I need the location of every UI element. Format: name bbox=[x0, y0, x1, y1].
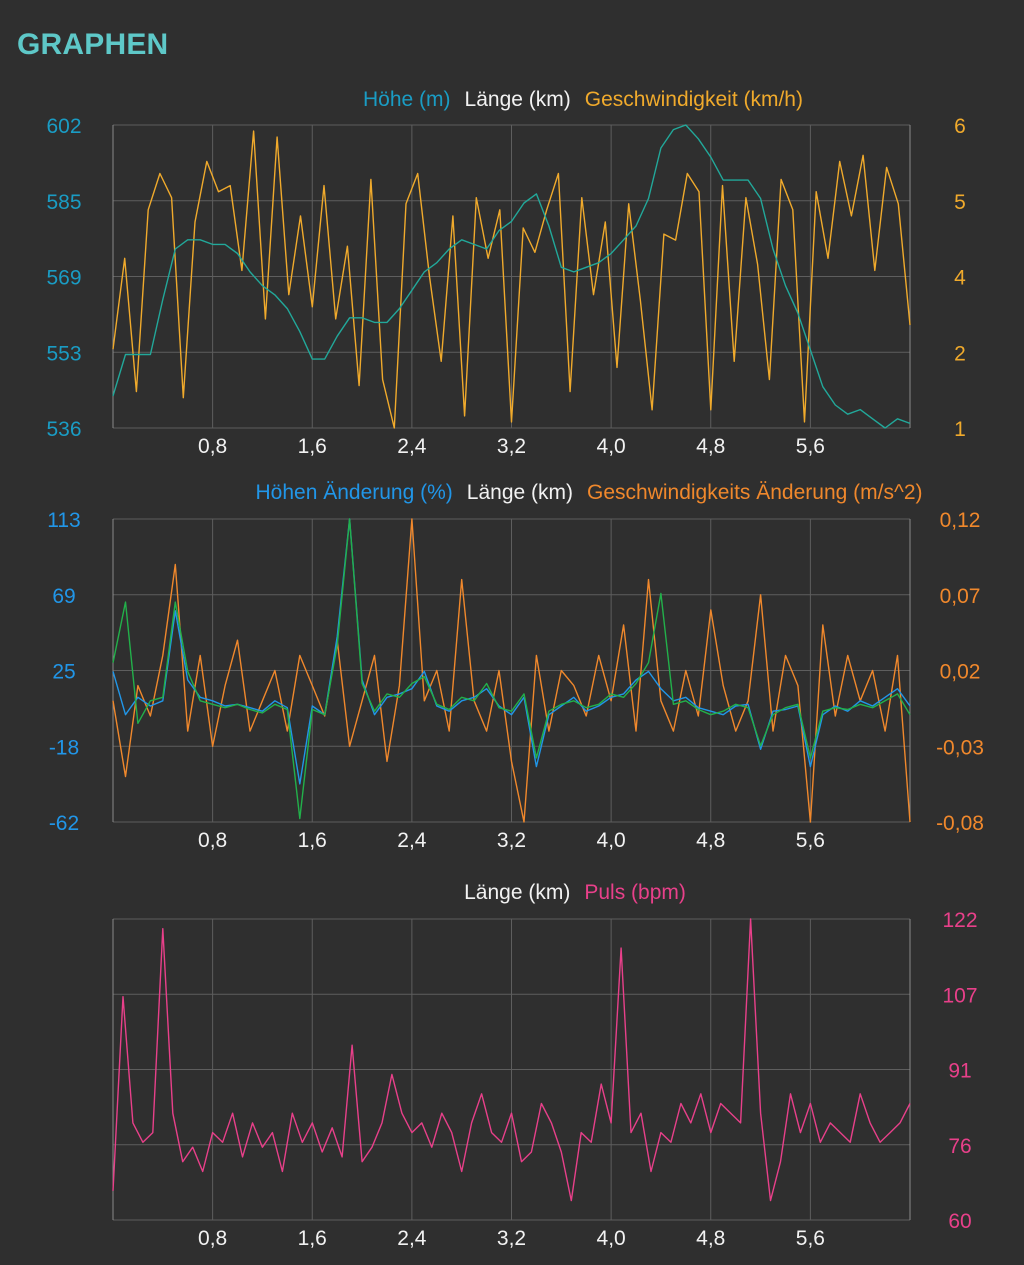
series-line-höhe bbox=[112, 124, 911, 429]
x-tick-label: 1,6 bbox=[298, 829, 327, 852]
x-tick-label: 1,6 bbox=[298, 1227, 327, 1250]
right-y-tick-label: 6 bbox=[954, 115, 966, 138]
x-tick-label: 3,2 bbox=[497, 1227, 526, 1250]
left-y-tick-label: 25 bbox=[52, 661, 75, 684]
legend-item: Länge (km) bbox=[464, 881, 570, 904]
x-tick-label: 5,6 bbox=[796, 1227, 825, 1250]
right-y-tick-label: 60 bbox=[948, 1210, 971, 1233]
left-y-tick-label: -18 bbox=[49, 736, 79, 759]
series-line-geschwindigkeit bbox=[112, 130, 911, 429]
right-y-tick-label: -0,03 bbox=[936, 736, 984, 759]
legend-item: Puls (bpm) bbox=[584, 881, 686, 904]
x-tick-label: 0,8 bbox=[198, 435, 227, 458]
right-y-tick-label: 91 bbox=[948, 1060, 971, 1083]
legend-item: Länge (km) bbox=[467, 481, 573, 504]
x-tick-label: 2,4 bbox=[397, 829, 427, 852]
legend-item: Höhen Änderung (%) bbox=[255, 481, 452, 504]
left-y-tick-label: 585 bbox=[46, 191, 81, 214]
right-y-tick-label: 2 bbox=[954, 342, 966, 365]
x-tick-label: 1,6 bbox=[298, 435, 327, 458]
legend: Höhe (m) Länge (km) Geschwindigkeit (km/h) bbox=[363, 88, 803, 111]
chart-3: Länge (km) Puls (bpm) 0,8 1,6 2,4 3,2 4,0 4,8 5,… bbox=[112, 881, 978, 1250]
left-y-tick-label: 602 bbox=[46, 115, 81, 138]
chart-2: Höhen Änderung (%) Länge (km) Geschwindigk… bbox=[47, 481, 984, 852]
x-tick-label: 0,8 bbox=[198, 829, 227, 852]
legend-item: Geschwindigkeits Änderung (m/s^2) bbox=[587, 481, 923, 504]
x-tick-label: 2,4 bbox=[397, 1227, 427, 1250]
right-y-tick-label: 4 bbox=[954, 267, 966, 290]
legend: Höhen Änderung (%) Länge (km) Geschwindigk… bbox=[255, 481, 922, 504]
x-tick-label: 4,0 bbox=[597, 1227, 626, 1250]
legend-item: Geschwindigkeit (km/h) bbox=[585, 88, 803, 111]
left-y-tick-label: 69 bbox=[52, 585, 75, 608]
x-tick-label: 0,8 bbox=[198, 1227, 227, 1250]
x-tick-label: 5,6 bbox=[796, 829, 825, 852]
x-tick-label: 4,8 bbox=[696, 1227, 725, 1250]
right-y-tick-label: 0,12 bbox=[940, 509, 981, 532]
x-tick-label: 3,2 bbox=[497, 829, 526, 852]
right-y-tick-label: 107 bbox=[942, 984, 977, 1007]
x-tick-label: 5,6 bbox=[796, 435, 825, 458]
chart-1: Höhe (m) Länge (km) Geschwindigkeit (km/h)… bbox=[46, 88, 966, 458]
right-y-tick-label: 5 bbox=[954, 191, 966, 214]
right-y-tick-label: -0,08 bbox=[936, 812, 984, 835]
page-title: GRAPHEN bbox=[17, 28, 169, 61]
left-y-tick-label: 113 bbox=[47, 509, 80, 532]
legend: Länge (km) Puls (bpm) bbox=[464, 881, 686, 904]
series-line-höhen-änderung-glättung- bbox=[112, 518, 911, 820]
series-line-höhen-änderung bbox=[112, 518, 911, 785]
legend-item: Höhe (m) bbox=[363, 88, 451, 111]
series-line-puls bbox=[112, 918, 911, 1202]
x-tick-label: 2,4 bbox=[397, 435, 427, 458]
left-y-tick-label: 569 bbox=[46, 267, 81, 290]
left-y-tick-label: -62 bbox=[49, 812, 79, 835]
x-tick-label: 4,8 bbox=[696, 435, 725, 458]
right-y-tick-label: 0,02 bbox=[940, 661, 981, 684]
legend-item: Länge (km) bbox=[465, 88, 571, 111]
right-y-tick-label: 76 bbox=[948, 1135, 971, 1158]
x-tick-label: 4,0 bbox=[597, 829, 626, 852]
left-y-tick-label: 553 bbox=[46, 342, 81, 365]
x-tick-label: 4,8 bbox=[696, 829, 725, 852]
right-y-tick-label: 122 bbox=[942, 909, 977, 932]
series-line-geschwindigkeits-änderung bbox=[112, 518, 911, 823]
right-y-tick-label: 0,07 bbox=[940, 585, 981, 608]
left-y-tick-label: 536 bbox=[46, 418, 81, 441]
x-tick-label: 4,0 bbox=[597, 435, 626, 458]
right-y-tick-label: 1 bbox=[954, 418, 966, 441]
x-tick-label: 3,2 bbox=[497, 435, 526, 458]
